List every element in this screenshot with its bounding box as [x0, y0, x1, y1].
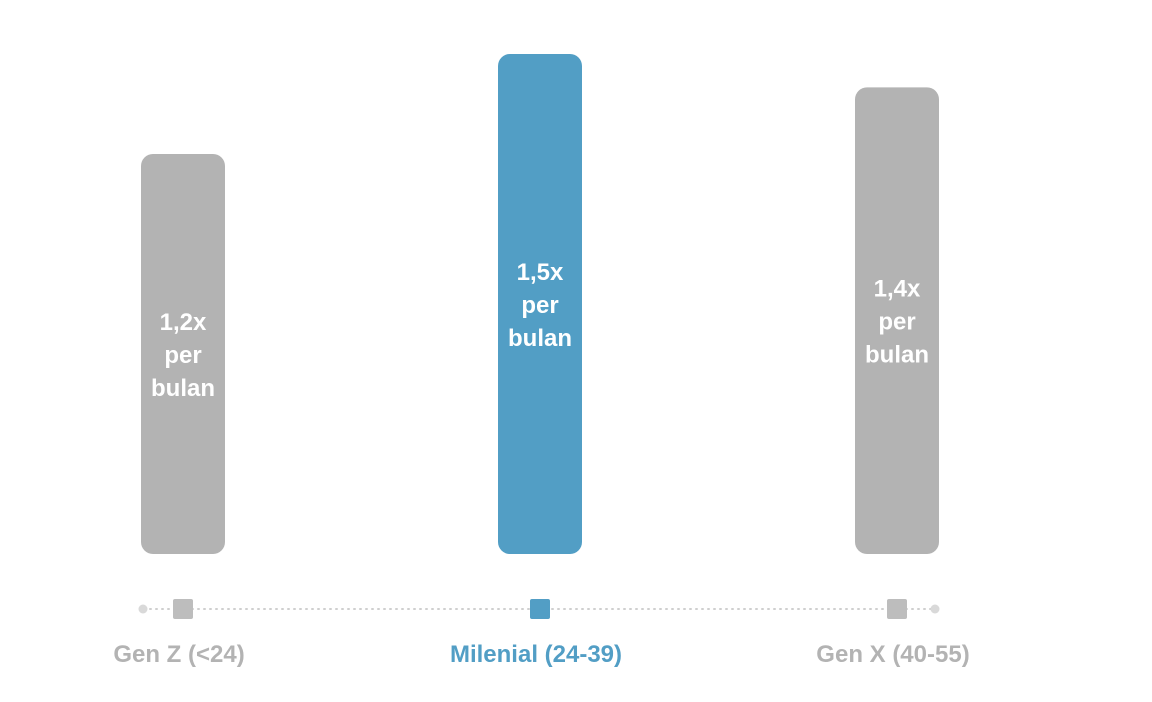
bar-3-data-label-line: per [878, 309, 915, 336]
axis-end-dot [930, 604, 940, 614]
bar-2-data-label-line: 1,5x [517, 259, 564, 286]
bar-3-data-label-line: bulan [865, 342, 929, 369]
bar-3-data-label: 1,4x per bulan [865, 276, 929, 369]
x-axis [138, 599, 940, 619]
axis-marker-3 [887, 599, 907, 619]
bar-2 [498, 54, 582, 554]
bar-1-data-label-line: 1,2x [160, 309, 207, 336]
bar-1 [141, 154, 225, 554]
bar-1-data-label-line: per [164, 342, 201, 369]
category-labels: Gen Z (<24) Milenial (24-39) Gen X (40-55) [113, 641, 969, 668]
category-label-3: Gen X (40-55) [816, 641, 969, 668]
bar-1-data-label-line: bulan [151, 375, 215, 402]
axis-marker-2 [530, 599, 550, 619]
bar-2-data-label: 1,5x per bulan [508, 259, 572, 352]
bar-1-data-label: 1,2x per bulan [151, 309, 215, 402]
axis-marker-1 [173, 599, 193, 619]
bar-3-data-label-line: 1,4x [874, 276, 921, 303]
bars-layer: 1,2x per bulan 1,5x per bulan 1,4x per bulan [141, 54, 939, 554]
axis-start-dot [138, 604, 148, 614]
category-label-2: Milenial (24-39) [450, 641, 622, 668]
bar-2-data-label-line: bulan [508, 325, 572, 352]
bar-3 [855, 87, 939, 554]
bar-2-data-label-line: per [521, 292, 558, 319]
category-label-1: Gen Z (<24) [113, 641, 244, 668]
